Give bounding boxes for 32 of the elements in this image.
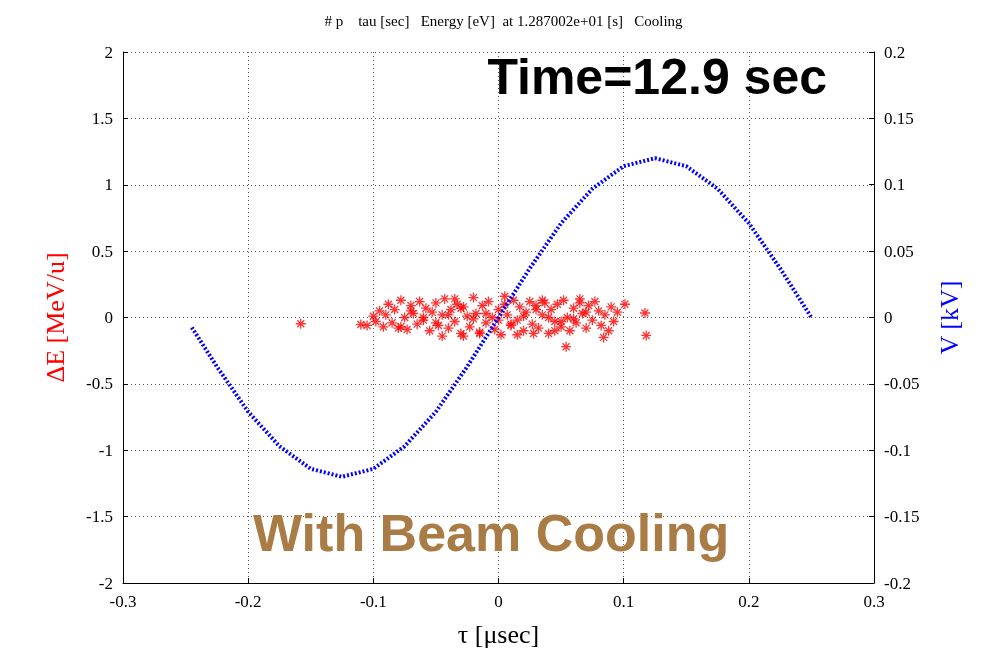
y-tick-label: 0 [104, 308, 113, 327]
y2-tick-label: 0.1 [884, 175, 906, 195]
x-tick-label: 0 [494, 592, 503, 611]
x-tick-label: -0.2 [234, 592, 262, 611]
y-tick-label: 0.5 [91, 241, 113, 261]
annotation: With Beam Cooling [253, 504, 730, 562]
y2-tick-label: 0.15 [884, 108, 914, 128]
y2-tick-label: -0.15 [884, 507, 920, 527]
y-tick-label: -1 [98, 440, 113, 460]
y-tick-label: 2 [104, 42, 113, 62]
y2-tick-label: -0.1 [884, 440, 911, 460]
line-series [189, 156, 814, 479]
x-tick-label: 0.1 [613, 592, 635, 611]
x-tick-label: 0.3 [863, 592, 885, 611]
x-tick-label: 0.2 [738, 592, 760, 611]
chart-title: # p tau [sec] Energy [eV] at 1.287002e+01 [s] Cooling [324, 12, 684, 29]
y2-tick-label: -0.05 [884, 374, 920, 394]
x-tick-label: -0.1 [359, 592, 387, 611]
y-tick-label: -0.5 [86, 374, 113, 394]
y2-tick-label: -0.2 [884, 573, 911, 593]
y2-axis-title: V [kV] [934, 280, 964, 355]
y2-tick-label: 0.05 [884, 241, 914, 261]
y2-tick-label: 0.2 [884, 42, 906, 62]
x-tick-label: -0.3 [109, 592, 137, 611]
x-axis-title: τ [μsec] [457, 619, 540, 649]
y-tick-label: -1.5 [86, 507, 113, 527]
y2-tick-label: 0 [884, 308, 893, 327]
y-tick-label: 1.5 [91, 108, 113, 128]
y-tick-label: 1 [104, 175, 113, 195]
y-tick-label: -2 [98, 573, 113, 593]
annotation: Time=12.9 sec [487, 49, 827, 105]
y-axis-title: ΔE [MeV/u] [40, 252, 70, 383]
